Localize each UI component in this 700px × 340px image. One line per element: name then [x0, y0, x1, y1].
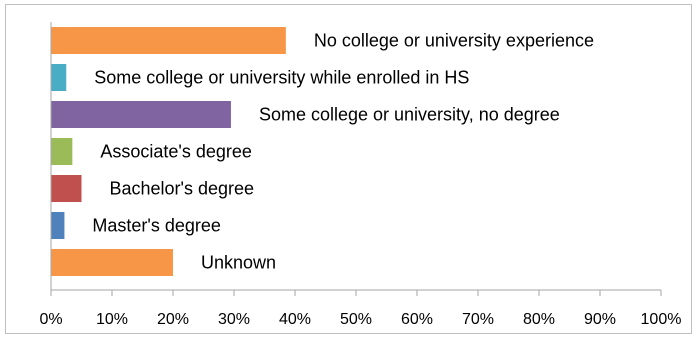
- x-tick-label: 30%: [218, 311, 250, 328]
- bar-label: Some college or university while enrolle…: [94, 68, 469, 88]
- x-tick-label: 60%: [401, 311, 433, 328]
- bar-label: Master's degree: [92, 216, 221, 236]
- bar: [51, 101, 231, 128]
- x-tick-label: 70%: [462, 311, 494, 328]
- x-tick-label: 80%: [523, 311, 555, 328]
- bar: [51, 249, 173, 276]
- bar-label: Bachelor's degree: [110, 179, 255, 199]
- x-axis: 0% 10% 20% 30% 40% 50% 60% 70% 80% 90% 100%: [39, 22, 681, 328]
- bar: [51, 175, 82, 202]
- x-tick-label: 0%: [39, 311, 62, 328]
- bar: [51, 212, 65, 239]
- bar: [51, 64, 67, 91]
- bar-label: No college or university experience: [314, 31, 594, 51]
- bar-label: Some college or university, no degree: [259, 105, 560, 125]
- x-tick-label: 10%: [96, 311, 128, 328]
- bar-label: Unknown: [201, 253, 276, 273]
- x-tick-label: 50%: [340, 311, 372, 328]
- bar: [51, 27, 286, 54]
- x-tick-label: 90%: [584, 311, 616, 328]
- x-tick-label: 20%: [157, 311, 189, 328]
- x-tick-label: 40%: [279, 311, 311, 328]
- bar: [51, 138, 73, 165]
- chart-frame: [5, 4, 692, 334]
- bar-label: Associate's degree: [100, 142, 252, 162]
- bar-labels-layer: No college or university experience Some …: [92, 31, 594, 273]
- x-tick-label: 100%: [641, 311, 682, 328]
- bars-layer: [51, 27, 286, 276]
